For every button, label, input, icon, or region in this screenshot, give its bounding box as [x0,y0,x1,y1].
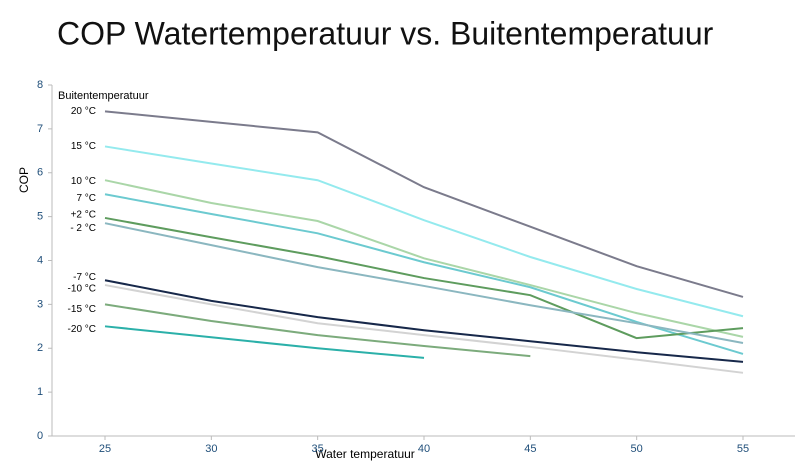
y-tick-label: 7 [37,123,43,135]
series-line [104,284,744,374]
x-tick-label: 35 [312,443,324,455]
y-tick-label: 5 [37,211,43,223]
series-line [104,145,744,318]
y-tick-label: 1 [37,386,43,398]
series-line [104,110,744,298]
x-tick-label: 50 [631,443,643,455]
x-tick-label: 25 [99,443,111,455]
series-line [104,193,744,355]
legend-label: -15 °C [68,304,96,315]
series-line [104,325,425,359]
legend-label: 20 °C [71,106,96,117]
y-tick-label: 2 [37,342,43,354]
legend-label: -20 °C [68,324,96,335]
y-tick-label: 4 [37,254,43,266]
legend-label: -10 °C [68,284,96,295]
x-tick-label: 45 [524,443,536,455]
legend-label: +2 °C [71,210,96,221]
legend-label: -7 °C [73,272,96,283]
series-line [104,303,531,358]
x-axis-label: Water temperatuur [315,447,415,461]
x-tick-label: 40 [418,443,430,455]
chart-title: COP Watertemperatuur vs. Buitentemperatu… [57,15,714,51]
y-tick-label: 8 [37,79,43,91]
legend-label: 15 °C [71,141,96,152]
legend-label: 7 °C [76,193,96,204]
y-tick-label: 0 [37,430,43,442]
series-line [104,216,744,340]
y-axis-label: COP [17,167,31,193]
y-tick-label: 6 [37,167,43,179]
legend-label: - 2 °C [70,223,96,234]
series-line [104,222,744,344]
legend-label: 10 °C [71,176,96,187]
y-tick-label: 3 [37,298,43,310]
legend-title: Buitentemperatuur [58,90,149,102]
x-tick-label: 55 [737,443,749,455]
x-tick-label: 30 [205,443,217,455]
series-line [104,179,744,338]
series-line [104,279,744,363]
